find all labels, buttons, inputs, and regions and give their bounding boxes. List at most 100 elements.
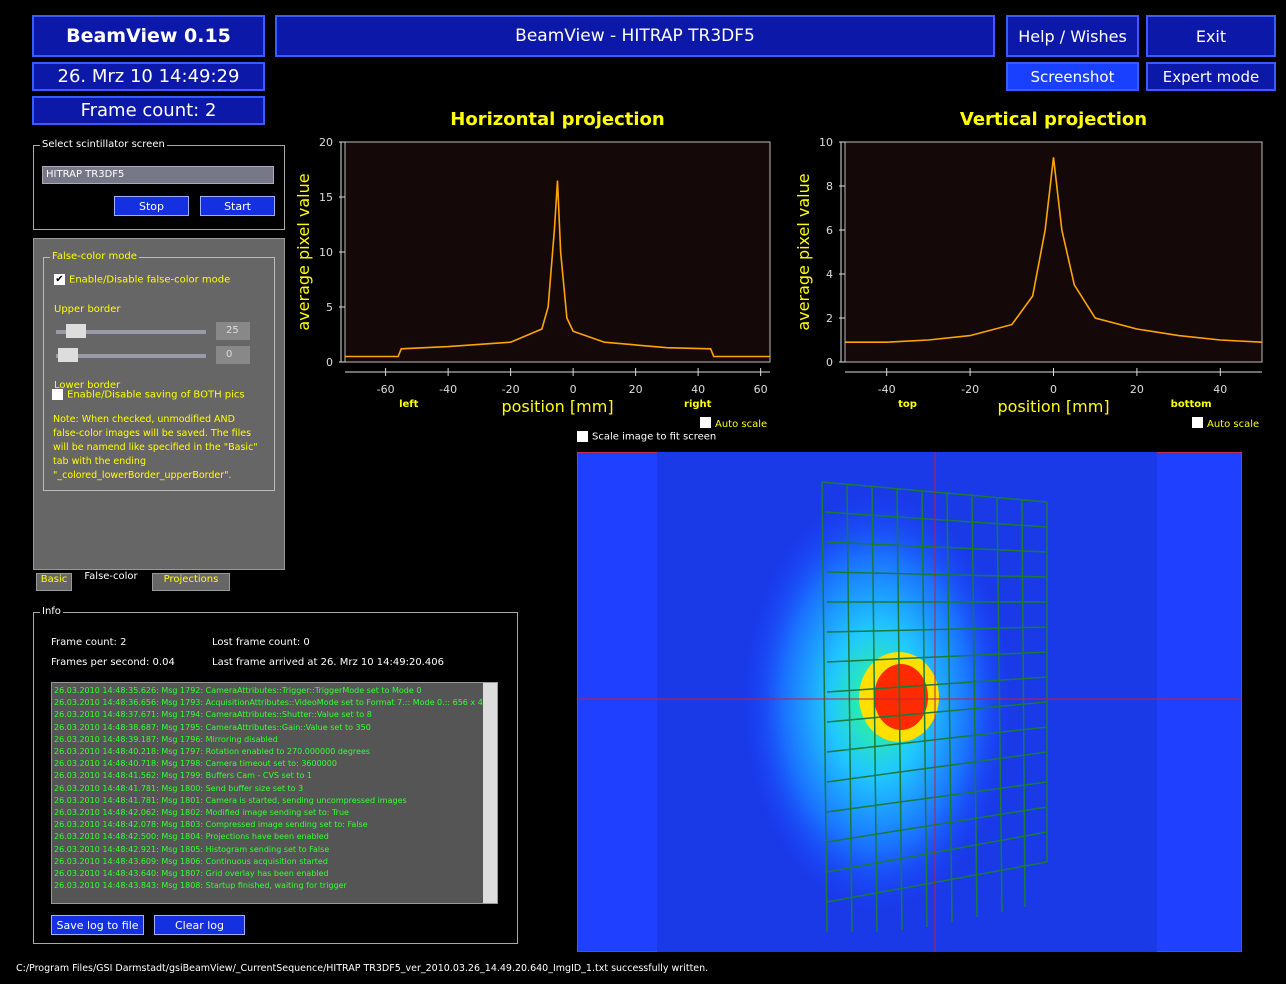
log-line: 26.03.2010 14:48:43.843: Msg 1808: Start… <box>54 880 495 892</box>
auto-scale-checkbox <box>1192 417 1203 428</box>
y-axis-label: average pixel value <box>294 173 313 330</box>
scintillator-group: Select scintillator screen HITRAP TR3DF5… <box>33 145 285 230</box>
tab-active[interactable]: False-color <box>74 571 148 591</box>
scale-checkbox[interactable]: Scale image to fit screen <box>577 431 716 443</box>
group-legend: Select scintillator screen <box>40 139 167 150</box>
frame-count: Frame count: 2 <box>32 96 265 125</box>
group-legend: False-color mode <box>50 251 139 262</box>
log-line: 26.03.2010 14:48:38.687: Msg 1795: Camer… <box>54 722 495 734</box>
x-tick-label: 60 <box>754 383 768 396</box>
window-title: BeamView - HITRAP TR3DF5 <box>275 15 995 57</box>
y-tick-label: 6 <box>826 224 833 237</box>
info-frame-count: Frame count: 2 <box>51 637 126 648</box>
y-tick-label: 5 <box>326 301 333 314</box>
checkbox-label: Auto scale <box>715 419 767 430</box>
x-tick-label: 0 <box>570 383 577 396</box>
x-tick-label: 20 <box>629 383 643 396</box>
horizontal-chart: Horizontal projection 0 5 10 15 20 -60 -40 -20 0 2… <box>285 105 785 445</box>
y-tick-label: 8 <box>826 180 833 193</box>
page: BeamView 0.15 BeamView - HITRAP TR3DF5 2… <box>0 0 1286 984</box>
log-line: 26.03.2010 14:48:42.062: Msg 1802: Modif… <box>54 807 495 819</box>
x-tick-label: -20 <box>502 383 520 396</box>
log-line: 26.03.2010 14:48:40.718: Msg 1798: Camer… <box>54 758 495 770</box>
log-line: 26.03.2010 14:48:41.781: Msg 1801: Camer… <box>54 795 495 807</box>
y-tick-label: 10 <box>819 136 833 149</box>
log-line: 26.03.2010 14:48:41.562: Msg 1799: Buffe… <box>54 770 495 782</box>
upper-border-label: Upper border <box>54 304 120 315</box>
y-tick-label: 10 <box>319 246 333 259</box>
scrollbar[interactable] <box>483 683 497 903</box>
lower-slider[interactable] <box>58 348 78 362</box>
x-tick-label: 40 <box>691 383 705 396</box>
datetime: 26. Mrz 10 14:49:29 <box>32 62 265 91</box>
x-axis-label: position [mm] <box>997 397 1109 416</box>
left-label: left <box>399 399 419 410</box>
log-line: 26.03.2010 14:48:41.781: Msg 1800: Send … <box>54 783 495 795</box>
lower-spin[interactable]: 0 <box>216 346 250 364</box>
y-tick-label: 0 <box>326 356 333 369</box>
right-label: right <box>684 399 712 410</box>
x-tick-label: 0 <box>1050 383 1057 396</box>
save-both-checkbox[interactable]: Enable/Disable saving of BOTH pics <box>52 389 245 401</box>
y-tick-label: 15 <box>319 191 333 204</box>
upper-spin[interactable]: 25 <box>216 322 250 340</box>
clear-log-button[interactable]: Clear log <box>154 915 245 935</box>
log-line: 26.03.2010 14:48:39.187: Msg 1796: Mirro… <box>54 734 495 746</box>
y-tick-label: 2 <box>826 312 833 325</box>
x-tick-label: -20 <box>961 383 979 396</box>
enable-checkbox[interactable]: ✔Enable/Disable false-color mode <box>54 274 230 286</box>
chart-title: Horizontal projection <box>450 109 664 130</box>
screenshot-button[interactable]: Screenshot <box>1006 62 1139 91</box>
log-box: 26.03.2010 14:48:35.626: Msg 1792: Camer… <box>51 682 498 904</box>
x-tick-label: -60 <box>377 383 395 396</box>
x-axis-label: position [mm] <box>501 397 613 416</box>
x-tick-label: 40 <box>1213 383 1227 396</box>
log-line: 26.03.2010 14:48:40.218: Msg 1797: Rotat… <box>54 746 495 758</box>
y-tick-label: 20 <box>319 136 333 149</box>
info-lost-frames: Lost frame count: 0 <box>212 637 310 648</box>
scintillator-select[interactable]: HITRAP TR3DF5 <box>42 166 274 184</box>
note: Note: When checked, unmodified AND false… <box>53 413 263 483</box>
save-log-button[interactable]: Save log to file <box>51 915 144 935</box>
expert-button[interactable]: Expert mode <box>1146 62 1276 91</box>
y-axis-label: average pixel value <box>794 173 813 330</box>
checkbox-label: Enable/Disable saving of BOTH pics <box>67 390 245 401</box>
app-title: BeamView 0.15 <box>32 15 265 57</box>
start-button[interactable]: Start <box>200 196 275 216</box>
status-bar: C:/Program Files/GSI Darmstadt/gsiBeamVi… <box>16 963 708 974</box>
beam-image <box>577 452 1242 952</box>
beam-core <box>874 664 928 730</box>
tab[interactable]: Basic <box>36 573 72 591</box>
plot-area <box>845 142 1262 362</box>
left-label: top <box>898 399 917 410</box>
exit-button[interactable]: Exit <box>1146 15 1276 57</box>
x-tick-label: 20 <box>1130 383 1144 396</box>
right-label: bottom <box>1171 399 1212 410</box>
log-line: 26.03.2010 14:48:42.921: Msg 1805: Histo… <box>54 844 495 856</box>
false-color-panel: False-color mode ✔Enable/Disable false-c… <box>33 238 285 570</box>
chart-title: Vertical projection <box>960 109 1147 130</box>
x-tick-label: -40 <box>878 383 896 396</box>
log-line: 26.03.2010 14:48:43.609: Msg 1806: Conti… <box>54 856 495 868</box>
group-legend: Info <box>40 606 63 617</box>
auto-scale-checkbox <box>700 417 711 428</box>
checkbox-label: Enable/Disable false-color mode <box>69 275 230 286</box>
info-fps: Frames per second: 0.04 <box>51 657 175 668</box>
log-line: 26.03.2010 14:48:42.078: Msg 1803: Compr… <box>54 819 495 831</box>
checkbox-label: Scale image to fit screen <box>592 432 716 443</box>
upper-slider[interactable] <box>66 324 86 338</box>
slider-track <box>56 354 206 358</box>
log-line: 26.03.2010 14:48:42.500: Msg 1804: Proje… <box>54 831 495 843</box>
vertical-chart: Vertical projection 0 2 4 6 8 10 -40 -20 0 20 40 pos… <box>785 105 1285 445</box>
tab[interactable]: Projections <box>152 573 230 591</box>
y-tick-label: 0 <box>826 356 833 369</box>
x-tick-label: -40 <box>439 383 457 396</box>
y-tick-label: 4 <box>826 268 833 281</box>
info-last-frame: Last frame arrived at 26. Mrz 10 14:49:2… <box>212 657 444 668</box>
help-button[interactable]: Help / Wishes <box>1006 15 1139 57</box>
plot-area <box>345 142 770 362</box>
stop-button[interactable]: Stop <box>114 196 189 216</box>
info-group: Info Frame count: 2 Lost frame count: 0 … <box>33 612 518 944</box>
log-line: 26.03.2010 14:48:36.656: Msg 1793: Acqui… <box>54 697 495 709</box>
log-line: 26.03.2010 14:48:37.671: Msg 1794: Camer… <box>54 709 495 721</box>
